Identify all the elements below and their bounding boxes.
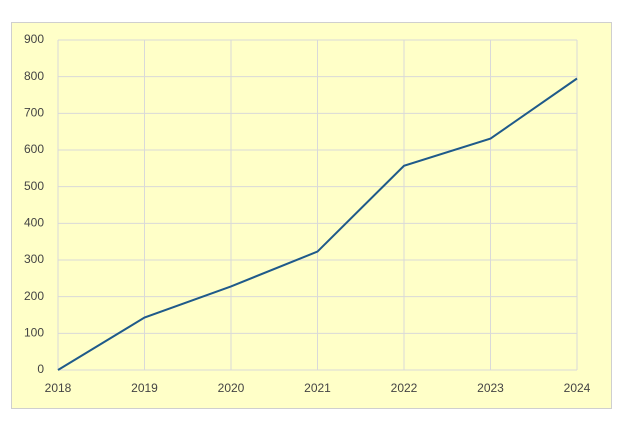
y-tick-label: 700 [24, 106, 44, 120]
y-tick-label: 500 [24, 179, 44, 193]
y-tick-label: 300 [24, 252, 44, 266]
x-tick-label: 2023 [477, 381, 504, 395]
y-tick-label: 100 [24, 326, 44, 340]
x-tick-label: 2018 [45, 381, 72, 395]
y-tick-label: 400 [24, 216, 44, 230]
x-tick-label: 2020 [218, 381, 245, 395]
x-tick-label: 2024 [564, 381, 591, 395]
y-tick-label: 800 [24, 69, 44, 83]
line-series [57, 77, 578, 371]
x-tick-label: 2021 [304, 381, 331, 395]
x-tick-label: 2022 [391, 381, 418, 395]
y-tick-label: 200 [24, 289, 44, 303]
y-tick-label: 900 [24, 32, 44, 46]
y-tick-label: 0 [37, 362, 44, 376]
chart-background [11, 22, 612, 409]
x-tick-label: 2019 [131, 381, 158, 395]
y-tick-label: 600 [24, 142, 44, 156]
